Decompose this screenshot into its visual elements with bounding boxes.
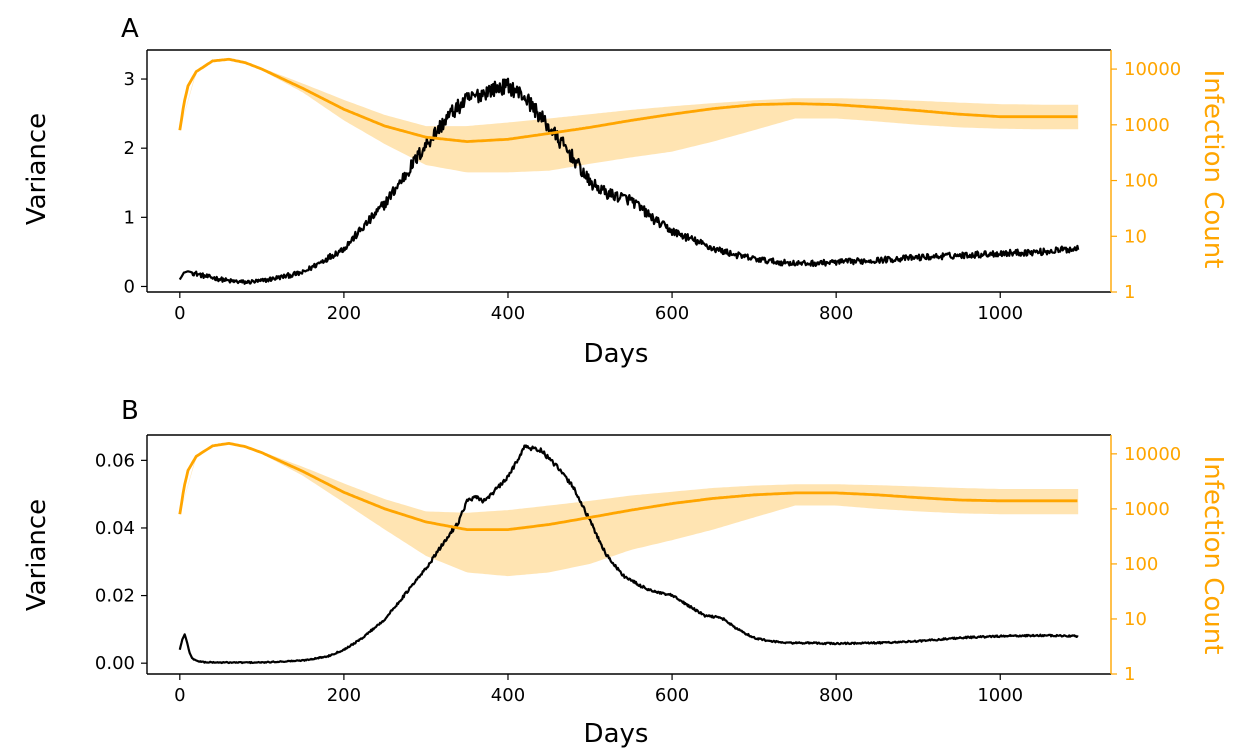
y2-tick-label-a: 1 bbox=[1124, 282, 1135, 303]
x-axis-label-b: Days bbox=[584, 719, 649, 749]
x-tick-label-a: 1000 bbox=[977, 303, 1023, 324]
x-tick-label-a: 600 bbox=[655, 303, 689, 324]
y2-axis-label-a: Infection Count bbox=[1198, 70, 1228, 269]
y-tick-label-b: 0.02 bbox=[95, 586, 135, 607]
x-tick-label-b: 200 bbox=[327, 685, 361, 706]
y-tick-label-a: 0 bbox=[124, 276, 135, 297]
y2-tick-label-a: 10 bbox=[1124, 226, 1147, 247]
y2-tick-label-a: 10000 bbox=[1124, 59, 1181, 80]
plot-area-b: 0 200 400 600 800 1000 0.00 0.02 0.04 0.06 1 10 100 1… bbox=[95, 434, 1181, 706]
x-tick-label-b: 0 bbox=[174, 685, 185, 706]
infection-count-line-b bbox=[178, 441, 1078, 531]
panel-label-a: A bbox=[121, 14, 139, 44]
y-tick-label-a: 3 bbox=[124, 69, 135, 90]
x-tick-label-b: 800 bbox=[819, 685, 853, 706]
variance-line-a bbox=[178, 77, 1080, 285]
x-tick-label-a: 0 bbox=[174, 303, 185, 324]
y2-tick-label-b: 10 bbox=[1124, 609, 1147, 630]
x-tick-label-a: 400 bbox=[491, 303, 525, 324]
y-tick-label-b: 0.06 bbox=[95, 450, 135, 471]
x-tick-label-b: 1000 bbox=[977, 685, 1023, 706]
x-tick-label-b: 400 bbox=[491, 685, 525, 706]
y2-tick-label-b: 10000 bbox=[1124, 444, 1181, 465]
variance-line-b bbox=[178, 444, 1079, 665]
y2-tick-label-a: 100 bbox=[1124, 171, 1158, 192]
y2-axis-label-b: Infection Count bbox=[1198, 456, 1228, 655]
y2-tick-label-a: 1000 bbox=[1124, 115, 1170, 136]
y2-tick-label-b: 100 bbox=[1124, 554, 1158, 575]
x-axis-label-a: Days bbox=[584, 339, 649, 369]
infection-count-band-a bbox=[179, 58, 1079, 173]
y-tick-label-a: 2 bbox=[124, 138, 135, 159]
y-axis-label-b: Variance bbox=[22, 499, 52, 611]
x-tick-label-a: 800 bbox=[819, 303, 853, 324]
panel-label-b: B bbox=[121, 396, 139, 426]
infection-count-line-a bbox=[178, 57, 1078, 144]
x-tick-label-b: 600 bbox=[655, 685, 689, 706]
panel-b: B 0 200 400 600 800 1000 0.00 0.02 0.04 0.06 1 10 10… bbox=[22, 396, 1228, 749]
y-tick-label-b: 0.00 bbox=[95, 653, 135, 674]
y2-tick-label-b: 1000 bbox=[1124, 499, 1170, 520]
x-tick-label-a: 200 bbox=[327, 303, 361, 324]
y-axis-label-a: Variance bbox=[22, 113, 52, 225]
y-tick-label-b: 0.04 bbox=[95, 518, 135, 539]
y-tick-label-a: 1 bbox=[124, 207, 135, 228]
y2-tick-label-b: 1 bbox=[1124, 664, 1135, 685]
